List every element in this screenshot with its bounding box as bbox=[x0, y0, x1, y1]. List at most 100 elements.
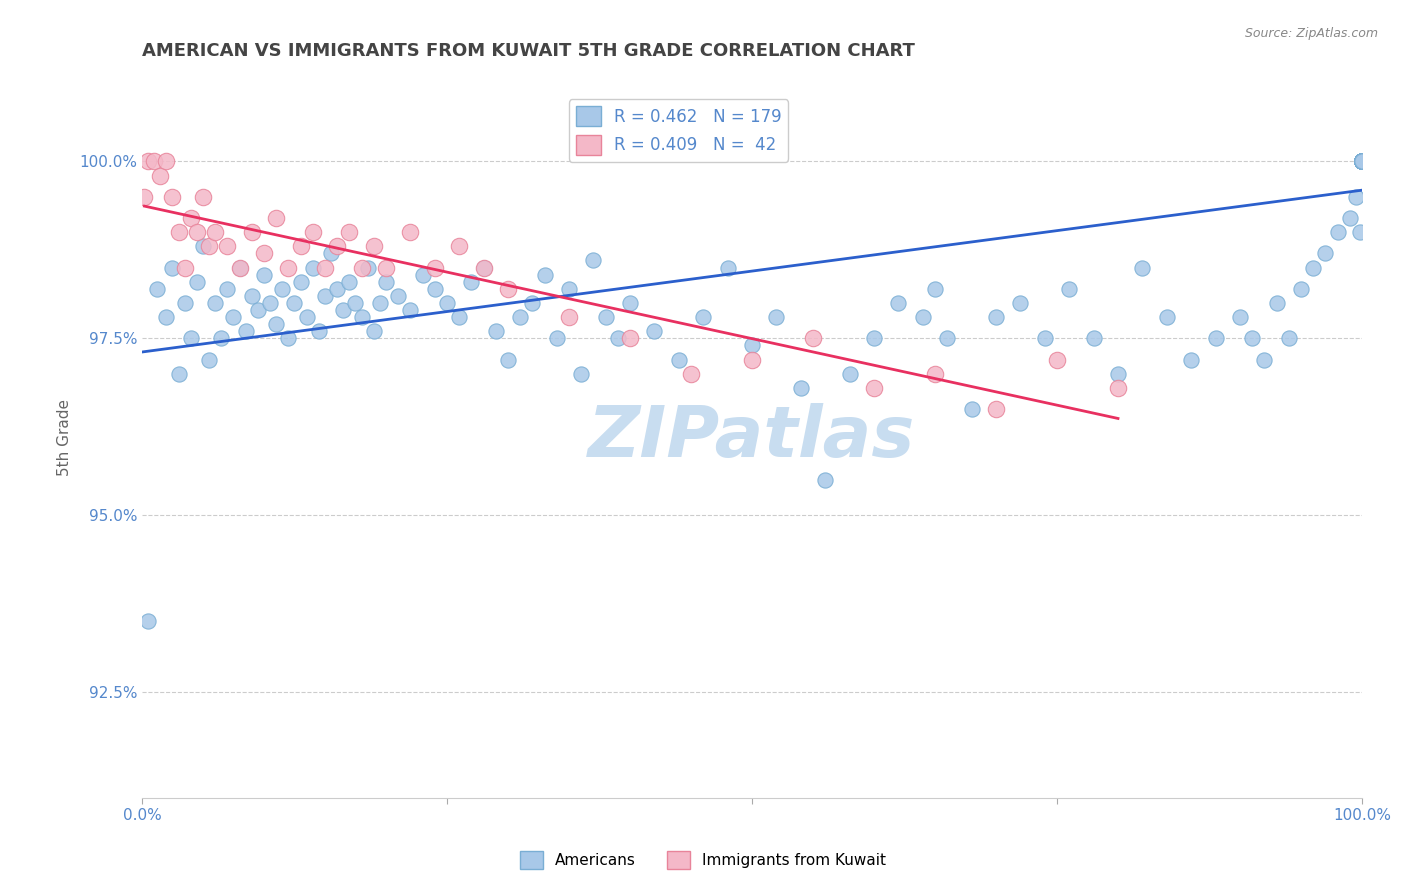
Point bbox=[522, 296, 544, 310]
Point bbox=[692, 310, 714, 324]
Point bbox=[1351, 154, 1374, 169]
Point bbox=[1351, 154, 1374, 169]
Point bbox=[1351, 154, 1374, 169]
Point bbox=[1351, 154, 1374, 169]
Point bbox=[1351, 154, 1374, 169]
Point bbox=[136, 614, 159, 628]
Point bbox=[496, 282, 519, 296]
Point bbox=[546, 331, 568, 345]
Point bbox=[1351, 154, 1374, 169]
Point bbox=[558, 310, 581, 324]
Point bbox=[1083, 331, 1105, 345]
Point bbox=[1351, 154, 1374, 169]
Point bbox=[145, 282, 167, 296]
Point bbox=[1351, 154, 1374, 169]
Point bbox=[191, 239, 214, 253]
Point bbox=[143, 154, 166, 169]
Point bbox=[1351, 154, 1374, 169]
Point bbox=[326, 239, 349, 253]
Point bbox=[1180, 352, 1202, 367]
Point bbox=[290, 239, 312, 253]
Point bbox=[1351, 154, 1374, 169]
Point bbox=[1351, 154, 1374, 169]
Point bbox=[1351, 154, 1374, 169]
Y-axis label: 5th Grade: 5th Grade bbox=[58, 399, 72, 475]
Point bbox=[765, 310, 787, 324]
Point bbox=[1351, 154, 1374, 169]
Point bbox=[423, 282, 446, 296]
Point bbox=[1132, 260, 1154, 275]
Point bbox=[209, 331, 232, 345]
Point bbox=[1351, 154, 1374, 169]
Point bbox=[399, 225, 422, 239]
Point bbox=[1351, 154, 1374, 169]
Point bbox=[606, 331, 628, 345]
Point bbox=[149, 169, 172, 183]
Point bbox=[472, 260, 495, 275]
Point bbox=[167, 225, 190, 239]
Point bbox=[162, 260, 184, 275]
Point bbox=[668, 352, 690, 367]
Point bbox=[375, 275, 398, 289]
Point bbox=[1351, 154, 1374, 169]
Point bbox=[1351, 154, 1374, 169]
Point bbox=[1351, 154, 1374, 169]
Point bbox=[1326, 225, 1348, 239]
Point bbox=[1351, 154, 1374, 169]
Point bbox=[173, 296, 195, 310]
Point bbox=[436, 296, 458, 310]
Point bbox=[1351, 154, 1374, 169]
Point bbox=[387, 289, 409, 303]
Point bbox=[1351, 154, 1374, 169]
Point bbox=[496, 352, 519, 367]
Point bbox=[180, 331, 202, 345]
Text: AMERICAN VS IMMIGRANTS FROM KUWAIT 5TH GRADE CORRELATION CHART: AMERICAN VS IMMIGRANTS FROM KUWAIT 5TH G… bbox=[142, 42, 915, 60]
Point bbox=[1351, 154, 1374, 169]
Point bbox=[162, 190, 184, 204]
Point bbox=[509, 310, 531, 324]
Point bbox=[1351, 154, 1374, 169]
Point bbox=[449, 310, 471, 324]
Point bbox=[1046, 352, 1069, 367]
Point bbox=[240, 225, 263, 239]
Point bbox=[1351, 154, 1374, 169]
Point bbox=[1351, 154, 1374, 169]
Point bbox=[1351, 154, 1374, 169]
Point bbox=[180, 211, 202, 225]
Point bbox=[1351, 154, 1374, 169]
Point bbox=[240, 289, 263, 303]
Point bbox=[924, 367, 946, 381]
Point bbox=[167, 367, 190, 381]
Point bbox=[595, 310, 617, 324]
Point bbox=[368, 296, 391, 310]
Point bbox=[301, 225, 323, 239]
Point bbox=[357, 260, 380, 275]
Point bbox=[1351, 154, 1374, 169]
Point bbox=[936, 331, 959, 345]
Point bbox=[1351, 154, 1374, 169]
Point bbox=[1302, 260, 1324, 275]
Point bbox=[264, 317, 287, 331]
Point bbox=[619, 296, 641, 310]
Point bbox=[984, 402, 1007, 417]
Point bbox=[363, 239, 385, 253]
Point bbox=[814, 473, 837, 487]
Point bbox=[350, 260, 373, 275]
Point bbox=[1351, 154, 1374, 169]
Point bbox=[1351, 154, 1374, 169]
Point bbox=[1351, 154, 1374, 169]
Point bbox=[399, 303, 422, 318]
Point bbox=[222, 310, 245, 324]
Point bbox=[1351, 154, 1374, 169]
Point bbox=[460, 275, 482, 289]
Point bbox=[1339, 211, 1361, 225]
Legend: Americans, Immigrants from Kuwait: Americans, Immigrants from Kuwait bbox=[515, 845, 891, 875]
Point bbox=[1315, 246, 1337, 260]
Point bbox=[1351, 154, 1374, 169]
Point bbox=[863, 331, 886, 345]
Point bbox=[1351, 154, 1374, 169]
Point bbox=[186, 275, 208, 289]
Point bbox=[1351, 154, 1374, 169]
Point bbox=[801, 331, 824, 345]
Point bbox=[911, 310, 934, 324]
